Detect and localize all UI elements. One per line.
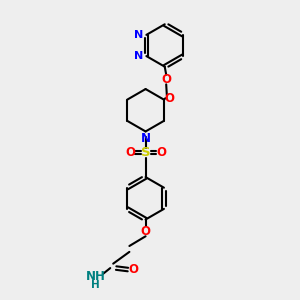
Text: H: H xyxy=(91,280,100,290)
Text: N: N xyxy=(141,132,151,145)
Text: N: N xyxy=(134,51,143,61)
Text: O: O xyxy=(141,225,151,238)
Text: NH: NH xyxy=(85,270,106,284)
Text: O: O xyxy=(129,263,139,276)
Text: O: O xyxy=(125,146,135,159)
Text: O: O xyxy=(156,146,166,159)
Text: S: S xyxy=(141,146,150,159)
Text: O: O xyxy=(161,74,171,86)
Text: N: N xyxy=(134,30,143,40)
Text: O: O xyxy=(164,92,174,105)
